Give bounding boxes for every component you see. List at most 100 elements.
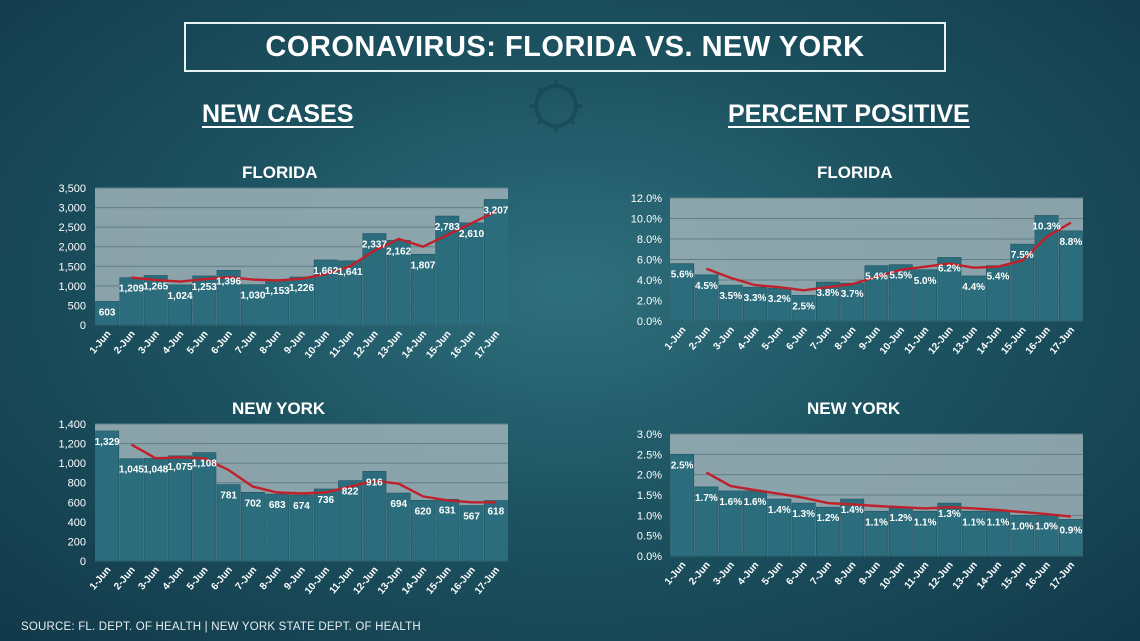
- fl_cases-xtick-label: 11-Jun: [328, 329, 357, 360]
- ny_cases-data-label: 1,075: [168, 462, 193, 473]
- fl_cases-data-label: 2,337: [362, 240, 387, 251]
- fl-cases-title: FLORIDA: [242, 163, 318, 182]
- ny_pct-bar: [1010, 515, 1035, 557]
- ny_cases-xtick-label: 10-Jun: [303, 565, 332, 597]
- fl_cases-data-label: 1,253: [192, 282, 217, 293]
- ny_pct-data-label: 1.1%: [987, 517, 1010, 528]
- ny_cases-bar: [483, 500, 508, 562]
- ny_cases-xtick-label: 3-Jun: [136, 565, 162, 593]
- fl_cases-ytick-label: 3,500: [58, 183, 86, 195]
- fl_pct-data-label: 5.6%: [671, 270, 694, 281]
- fl_pct-data-label: 5.4%: [987, 272, 1010, 283]
- ny_pct-bar: [1034, 515, 1059, 557]
- ny_cases-bar: [386, 492, 411, 562]
- ny_pct-xtick-label: 4-Jun: [736, 560, 762, 588]
- ny_cases-data-label: 631: [439, 505, 456, 516]
- fl_cases-group: 0 500 1,000 1,500 2,000 2,500 3,000 3,500 603 1,2…: [58, 183, 508, 361]
- ny_cases-bar: [240, 492, 265, 562]
- fl_cases-bar: [192, 275, 217, 326]
- fl_cases-ytick-label: 3,000: [58, 203, 86, 215]
- fl_pct-xtick-label: 16-Jun: [1024, 325, 1053, 357]
- ny_cases-ytick-label: 1,200: [58, 439, 86, 451]
- ny_cases-xtick-label: 12-Jun: [352, 565, 381, 597]
- ny_cases-xtick-label: 6-Jun: [209, 565, 235, 593]
- ny_cases-data-label: 781: [220, 491, 237, 502]
- fl_pct-data-label: 4.5%: [695, 281, 718, 292]
- fl_cases-data-label: 1,030: [240, 291, 265, 302]
- fl_pct-ytick-label: 10.0%: [631, 214, 662, 226]
- fl_cases-bar: [435, 215, 460, 326]
- page-title: CORONAVIRUS: FLORIDA VS. NEW YORK: [265, 30, 865, 63]
- ny_cases-bar: [95, 430, 120, 562]
- ny_cases-bar: [313, 488, 338, 562]
- ny_pct-bar: [840, 498, 865, 557]
- ny_pct-xtick-label: 11-Jun: [903, 560, 932, 591]
- ny_pct-bar: [913, 510, 938, 557]
- fl_pct-ytick-label: 0.0%: [637, 316, 662, 328]
- ny-pct-title: NEW YORK: [807, 399, 901, 418]
- fl_pct-xtick-label: 5-Jun: [760, 325, 786, 353]
- ny_pct-bar: [1058, 519, 1083, 557]
- ny_pct-xtick-label: 7-Jun: [809, 560, 835, 588]
- ny_pct-bar: [864, 510, 889, 557]
- ny_cases-bar: [459, 505, 484, 562]
- ny_pct-ytick-label: 2.5%: [637, 449, 662, 461]
- fl_cases-data-label: 1,209: [119, 284, 144, 295]
- fl_pct-ytick-label: 4.0%: [637, 275, 662, 287]
- fl_pct-xtick-label: 17-Jun: [1048, 325, 1077, 357]
- fl_cases-bar: [143, 275, 168, 326]
- fl_cases-bar: [240, 284, 265, 326]
- fl_cases-bar: [411, 253, 435, 326]
- ny_cases-data-label: 916: [366, 477, 383, 488]
- ny_pct-ytick-label: 2.0%: [637, 470, 662, 482]
- fl_pct-ytick-label: 6.0%: [637, 255, 662, 267]
- fl_pct-xtick-label: 4-Jun: [736, 325, 762, 353]
- ny_cases-data-label: 702: [245, 498, 262, 509]
- fl_pct-xtick-label: 6-Jun: [784, 325, 810, 353]
- ny_cases-bar: [216, 484, 241, 562]
- ny_cases-ytick-label: 200: [68, 536, 86, 548]
- ny_pct-xtick-label: 6-Jun: [784, 560, 810, 588]
- fl_cases-data-label: 2,610: [459, 229, 484, 240]
- ny_pct-ytick-label: 3.0%: [637, 429, 662, 441]
- ny_cases-bar: [289, 494, 314, 562]
- ny_pct-xtick-label: 15-Jun: [999, 560, 1028, 592]
- ny_cases-ytick-label: 400: [68, 517, 86, 529]
- fl_cases-data-label: 1,807: [410, 260, 435, 271]
- ny_pct-data-label: 1.1%: [914, 517, 937, 528]
- ny_pct-data-label: 0.9%: [1059, 525, 1082, 536]
- ny_pct-ytick-label: 1.5%: [637, 490, 662, 502]
- ny_pct-ytick-label: 1.0%: [637, 510, 662, 522]
- fl_pct-bar: [815, 281, 840, 322]
- ny_pct-bar: [986, 510, 1010, 557]
- ny_cases-data-label: 1,108: [192, 459, 217, 470]
- ny_cases-ytick-label: 1,000: [58, 458, 86, 470]
- ny_pct-xtick-label: 3-Jun: [711, 560, 737, 588]
- fl_cases-trend-line: [131, 210, 497, 283]
- ny_pct-data-label: 1.1%: [962, 517, 985, 528]
- fl_pct-ytick-label: 8.0%: [637, 234, 662, 246]
- ny_pct-data-label: 1.0%: [1035, 521, 1058, 532]
- fl_pct-data-label: 3.5%: [719, 291, 742, 302]
- fl_cases-xtick-label: 15-Jun: [424, 329, 453, 361]
- fl_pct-xtick-label: 7-Jun: [809, 325, 835, 353]
- fl_cases-xtick-label: 14-Jun: [400, 329, 429, 361]
- fl_pct-bar: [1010, 243, 1035, 322]
- fl_pct-bar: [670, 263, 695, 322]
- fl_cases-data-label: 2,783: [435, 222, 460, 233]
- ny_pct-ytick-label: 0.0%: [637, 551, 662, 563]
- fl_pct-xtick-label: 2-Jun: [687, 325, 713, 353]
- fl_cases-data-label: 1,265: [143, 281, 168, 292]
- ny_cases-data-label: 618: [488, 507, 505, 518]
- new-cases-heading: NEW CASES: [202, 100, 354, 128]
- fl_cases-bar: [168, 284, 192, 326]
- fl_pct-xtick-label: 15-Jun: [999, 325, 1028, 357]
- fl_pct-data-label: 3.2%: [768, 294, 791, 305]
- fl_pct-ytick-label: 12.0%: [631, 193, 662, 205]
- ny_pct-trend-line: [705, 471, 1072, 518]
- ny_pct-bar: [815, 506, 840, 557]
- fl_pct-data-label: 4.4%: [962, 282, 985, 293]
- ny_pct-data-label: 1.3%: [938, 509, 961, 520]
- fl_cases-xtick-label: 5-Jun: [185, 329, 211, 357]
